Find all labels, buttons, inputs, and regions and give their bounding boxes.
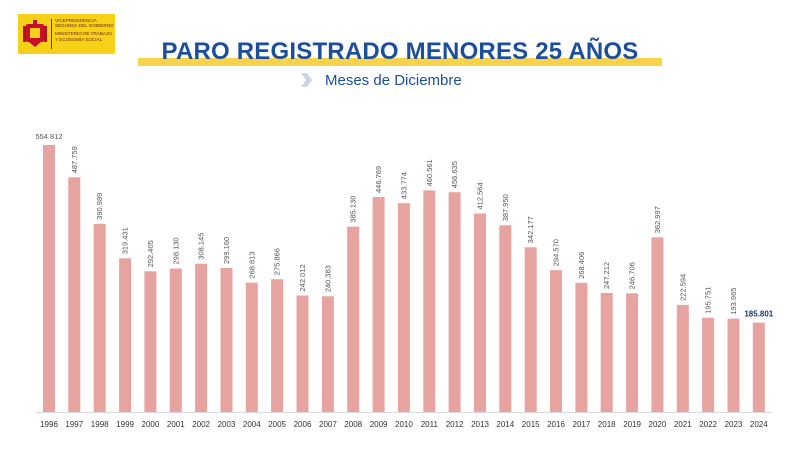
data-label-2015: 342.177 [526, 216, 535, 243]
bar-2004 [245, 282, 258, 412]
chevron-right-icon [301, 73, 312, 87]
title-underline-band [138, 58, 662, 66]
data-label-2023: 193.965 [729, 288, 738, 315]
bar-2010 [397, 203, 410, 412]
bar-2020 [651, 237, 664, 412]
x-tick-2001: 2001 [167, 420, 185, 429]
bar-2015 [524, 247, 537, 412]
data-label-2020: 362.997 [653, 206, 662, 233]
data-label-2003: 299.160 [222, 237, 231, 264]
x-tick-2022: 2022 [699, 420, 717, 429]
bar-2001 [169, 268, 182, 412]
bar-2014 [499, 225, 512, 412]
bar-2002 [195, 263, 208, 412]
data-label-2002: 308.145 [197, 233, 206, 260]
bar-2009 [372, 197, 385, 412]
x-tick-1999: 1999 [116, 420, 134, 429]
x-tick-2015: 2015 [522, 420, 540, 429]
x-tick-2008: 2008 [344, 420, 362, 429]
data-label-2018: 247.212 [602, 262, 611, 289]
x-tick-2023: 2023 [725, 420, 743, 429]
bar-2021 [676, 304, 689, 412]
x-tick-2017: 2017 [573, 420, 591, 429]
government-logo: VICEPRESIDENCIA SEGUNDA DEL GOBIERNO MIN… [18, 14, 115, 54]
data-label-2013: 412.564 [476, 182, 485, 209]
data-label-2022: 195.751 [704, 287, 713, 314]
bar-1999 [119, 258, 132, 412]
bar-1996 [43, 145, 55, 412]
x-tick-2018: 2018 [598, 420, 616, 429]
x-tick-2019: 2019 [623, 420, 641, 429]
data-label-2024: 185.801 [744, 310, 773, 319]
data-label-2014: 387.950 [501, 194, 510, 221]
data-label-2011: 460.561 [425, 159, 434, 186]
data-label-1998: 390.989 [95, 193, 104, 220]
data-label-2016: 294.570 [552, 239, 561, 266]
x-tick-2009: 2009 [370, 420, 388, 429]
x-tick-2012: 2012 [446, 420, 464, 429]
bar-2013 [474, 213, 486, 412]
data-label-2005: 275.866 [273, 248, 282, 275]
bar-2019 [626, 293, 639, 412]
bar-2022 [702, 317, 715, 412]
data-label-2007: 240.383 [323, 265, 332, 292]
data-label-2009: 446.769 [374, 166, 383, 193]
data-label-2000: 292.405 [146, 240, 155, 267]
logo-line-vicepresidencia: VICEPRESIDENCIA SEGUNDA DEL GOBIERNO [55, 18, 114, 29]
x-tick-2004: 2004 [243, 420, 261, 429]
x-tick-2007: 2007 [319, 420, 337, 429]
bar-2003 [220, 268, 233, 412]
x-tick-2021: 2021 [674, 420, 692, 429]
x-tick-2010: 2010 [395, 420, 413, 429]
bar-2023 [727, 318, 740, 412]
data-label-2001: 298.130 [171, 237, 180, 264]
data-label-1999: 319.431 [121, 227, 130, 254]
bar-1997 [68, 177, 81, 412]
bar-2007 [321, 296, 334, 412]
x-tick-2016: 2016 [547, 420, 565, 429]
data-label-2004: 268.813 [247, 251, 256, 278]
bar-2005 [271, 279, 284, 412]
x-tick-1996: 1996 [40, 420, 58, 429]
x-tick-2005: 2005 [268, 420, 286, 429]
data-label-2012: 456.635 [450, 161, 459, 188]
bar-2008 [347, 226, 360, 412]
x-tick-2006: 2006 [294, 420, 312, 429]
bar-2000 [144, 271, 157, 412]
logo-divider [51, 19, 52, 49]
data-label-1997: 487.759 [70, 146, 79, 173]
chart-title: PARO REGISTRADO MENORES 25 AÑOS [161, 38, 639, 65]
data-label-2006: 242.012 [298, 264, 307, 291]
bar-2024 [752, 322, 765, 412]
bar-2012 [448, 192, 461, 412]
bar-2017 [575, 282, 588, 412]
data-label-2021: 222.594 [678, 274, 687, 301]
bar-2018 [600, 293, 613, 412]
data-label-1996: 554 812 [35, 132, 62, 141]
bar-2016 [550, 270, 562, 412]
data-label-2010: 433.774 [399, 172, 408, 199]
bar-1998 [93, 223, 106, 412]
x-tick-1997: 1997 [65, 420, 83, 429]
chart-subtitle: Meses de Diciembre [325, 71, 462, 89]
x-tick-2000: 2000 [142, 420, 160, 429]
subtitle-row: Meses de Diciembre [300, 69, 462, 91]
data-label-2017: 268.406 [577, 252, 586, 279]
x-tick-1998: 1998 [91, 420, 109, 429]
x-tick-2020: 2020 [649, 420, 667, 429]
x-tick-2024: 2024 [750, 420, 768, 429]
logo-line-ministerio: MINISTERIO DE TRABAJO Y ECONOMÍA SOCIAL [55, 31, 112, 42]
x-tick-2013: 2013 [471, 420, 489, 429]
logo-text: VICEPRESIDENCIA SEGUNDA DEL GOBIERNO MIN… [55, 18, 115, 42]
bar-2006 [296, 295, 309, 412]
x-tick-2002: 2002 [192, 420, 210, 429]
x-tick-2014: 2014 [496, 420, 514, 429]
bar-2011 [423, 190, 436, 412]
x-tick-2003: 2003 [218, 420, 236, 429]
x-tick-2011: 2011 [421, 420, 439, 429]
coat-of-arms-icon [23, 20, 47, 47]
data-label-2008: 385.130 [349, 196, 358, 223]
data-label-2019: 246.706 [628, 262, 637, 289]
